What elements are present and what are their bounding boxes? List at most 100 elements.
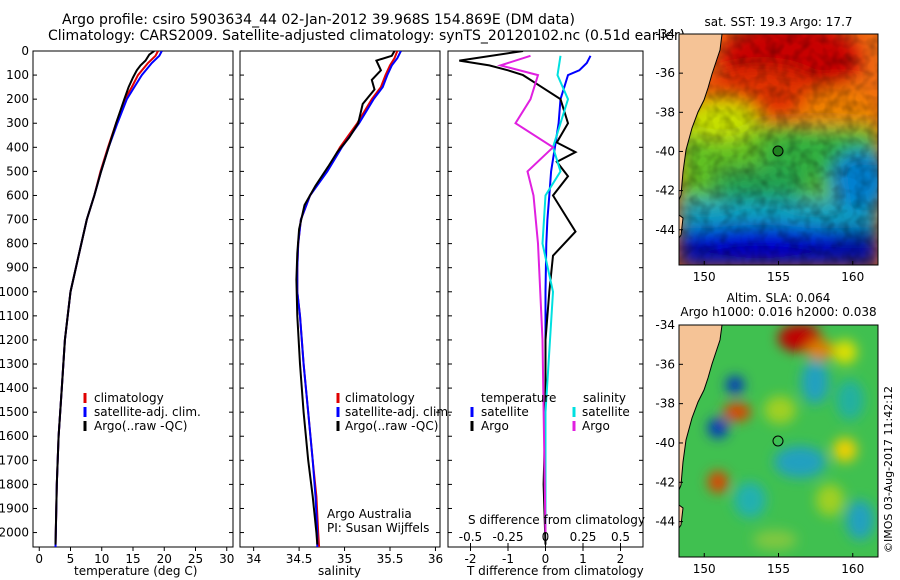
depth-tick-label: 900 <box>6 261 29 275</box>
depth-tick-label: 1600 <box>0 429 29 443</box>
temperature-x-axis: 0 5 10 15 20 25 30 <box>35 547 234 566</box>
map-lat-tick-label: -34 <box>655 27 675 41</box>
sst-map-title: sat. SST: 19.3 Argo: 17.7 <box>704 15 853 29</box>
argo-float-marker-sla <box>772 435 784 447</box>
temperature-x-tick-label: 25 <box>188 552 203 566</box>
imos-stamp: ©IMOS 03-Aug-2017 11:42:12 <box>882 386 895 553</box>
temperature-argo-line <box>54 51 155 545</box>
depth-tick-label: 700 <box>6 213 29 227</box>
t-difference-axis-label: T difference from climatology <box>467 564 644 578</box>
temperature-x-tick-label: 15 <box>125 552 140 566</box>
diff-t-x-tick-label: 1 <box>579 552 587 566</box>
depth-tick-label: 1000 <box>0 285 29 299</box>
depth-tick-label: 200 <box>6 92 29 106</box>
map-lon-tick-label: 160 <box>841 270 864 284</box>
temperature-x-tick-label: 5 <box>67 552 75 566</box>
diff-s-argo-line <box>496 54 555 533</box>
legend-argo-label: Argo(..raw -QC) <box>94 419 188 433</box>
land-australia <box>679 34 723 201</box>
depth-tick-label: 1700 <box>0 453 29 467</box>
depth-tick-label: 500 <box>6 164 29 178</box>
legend-climatology-label: climatology <box>345 391 415 405</box>
map-lat-tick-label: -38 <box>655 397 675 411</box>
diff-s-x-tick-label: -0.5 <box>459 530 482 544</box>
map-lon-tick-label: 155 <box>767 270 790 284</box>
depth-tick-label: 1400 <box>0 381 29 395</box>
map-lat-tick-label: -44 <box>655 515 675 529</box>
depth-tick-label: 1900 <box>0 501 29 515</box>
salinity-x-tick-label: 35.5 <box>377 552 404 566</box>
depth-tick-label: 1300 <box>0 357 29 371</box>
depth-tick-label: 1200 <box>0 333 29 347</box>
map-lat-tick-label: -36 <box>655 66 675 80</box>
salinity-x-tick-label: 36 <box>428 552 443 566</box>
temperature-x-tick-label: 30 <box>219 552 234 566</box>
sst-map <box>679 34 878 265</box>
legend-t-satellite-label: satellite <box>481 405 529 419</box>
depth-tick-label: 300 <box>6 116 29 130</box>
salinity-argo-line <box>295 51 396 545</box>
legend-salinity-title: salinity <box>583 391 627 405</box>
figure-title-line1: Argo profile: csiro 5903634_44 02-Jan-20… <box>62 12 575 28</box>
legend-satellite-label: satellite-adj. clim. <box>94 405 201 419</box>
legend-satellite-label: satellite-adj. clim. <box>345 405 452 419</box>
credit-pi: PI: Susan Wijffels <box>327 521 430 535</box>
depth-tick-label: 1800 <box>0 477 29 491</box>
map-lat-tick-label: -44 <box>655 223 675 237</box>
legend-t-argo-label: Argo <box>481 419 509 433</box>
temperature-axis-label: temperature (deg C) <box>74 564 198 578</box>
figure-title-line2: Climatology: CARS2009. Satellite-adjuste… <box>48 28 686 44</box>
depth-tick-label: 2000 <box>0 526 29 540</box>
temperature-plot-frame <box>32 50 234 548</box>
legend-s-satellite-label: satellite <box>582 405 630 419</box>
depth-tick-label: 800 <box>6 237 29 251</box>
sla-map <box>679 325 878 557</box>
diff-s-x-tick-label: 0.25 <box>570 530 597 544</box>
map-lat-tick-label: -40 <box>655 436 675 450</box>
diff-s-x-tick-label: -0.25 <box>492 530 523 544</box>
legend-temperature-title: temperature <box>481 391 557 405</box>
depth-tick-label: 1100 <box>0 309 29 323</box>
difference-x-axis: -2 -1 0 1 2 -0.5 -0.25 0 0.25 0.5 <box>459 530 630 566</box>
map-lon-tick-label: 150 <box>693 270 716 284</box>
diff-t-x-tick-label: 2 <box>617 552 625 566</box>
diff-s-x-tick-label: 0 <box>542 530 550 544</box>
salinity-plot-frame <box>239 50 441 548</box>
diff-t-satellite-line <box>544 55 592 533</box>
depth-tick-label: 400 <box>6 140 29 154</box>
depth-tick-label: 1500 <box>0 405 29 419</box>
map-lat-tick-label: -38 <box>655 105 675 119</box>
diff-t-x-tick-label: -1 <box>502 552 514 566</box>
legend-climatology-label: climatology <box>94 391 164 405</box>
temperature-x-tick-label: 10 <box>94 552 109 566</box>
legend-s-argo-label: Argo <box>582 419 610 433</box>
legend-argo-label: Argo(..raw -QC) <box>345 419 439 433</box>
map-lon-tick-label: 150 <box>693 562 716 576</box>
sla-map-title: Altim. SLA: 0.064 <box>726 291 831 305</box>
depth-axis: 0 100 200 300 400 500 600 700 800 900 1000 1100 1200… <box>0 44 643 540</box>
diff-s-x-tick-label: 0.5 <box>611 530 630 544</box>
map-lat-tick-label: -42 <box>655 475 675 489</box>
salinity-axis-label: salinity <box>318 564 362 578</box>
diff-t-x-tick-label: -2 <box>465 552 477 566</box>
depth-tick-label: 0 <box>21 44 29 58</box>
temperature-x-tick-label: 20 <box>157 552 172 566</box>
credit-org: Argo Australia <box>327 507 412 521</box>
map-lon-tick-label: 160 <box>841 562 864 576</box>
s-difference-axis-label: S difference from climatology <box>468 513 645 527</box>
diff-s-satellite-line <box>541 55 570 533</box>
map-lon-tick-label: 155 <box>767 562 790 576</box>
depth-tick-label: 100 <box>6 68 29 82</box>
diff-t-argo-line <box>459 51 578 545</box>
salinity-x-tick-label: 34.5 <box>286 552 313 566</box>
salinity-x-axis: 34 34.5 35 35.5 36 <box>246 547 443 566</box>
temperature-x-tick-label: 0 <box>35 552 43 566</box>
sla-map-subtitle: Argo h1000: 0.016 h2000: 0.038 <box>680 305 877 319</box>
depth-tick-label: 600 <box>6 188 29 202</box>
diff-t-x-tick-label: 0 <box>542 552 550 566</box>
map-lat-tick-label: -40 <box>655 144 675 158</box>
map-lat-tick-label: -34 <box>655 318 675 332</box>
sst-map-axes: 150 155 160 -34 -36 -38 -40 -42 -44 <box>655 27 864 284</box>
sla-map-axes: 150 155 160 -34 -36 -38 -40 -42 -44 <box>655 318 864 576</box>
